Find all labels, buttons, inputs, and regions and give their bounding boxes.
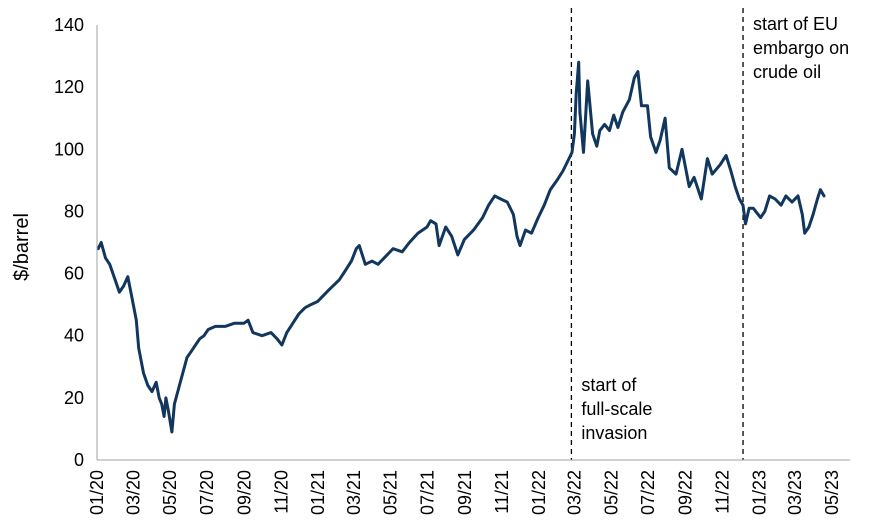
x-tick-label: 01/23 <box>749 470 769 515</box>
x-tick-label: 07/20 <box>197 470 217 515</box>
x-axis: 01/20 03/20 05/20 07/20 09/20 11/20 01/21 03/21… <box>87 470 842 515</box>
x-tick-label: 01/21 <box>308 470 328 515</box>
y-axis: 0 20 40 60 80 100 120 140 <box>54 15 84 470</box>
event-markers: start of full-scale invasion start of EU emb… <box>570 8 849 460</box>
x-tick-label: 01/20 <box>87 470 107 515</box>
y-tick-label: 80 <box>64 201 84 221</box>
y-tick-label: 40 <box>64 326 84 346</box>
x-tick-label: 03/23 <box>785 470 805 515</box>
event-annotation-line: start of EU <box>753 14 838 34</box>
x-tick-label: 11/22 <box>712 470 732 514</box>
x-tick-label: 05/20 <box>160 470 180 515</box>
x-tick-label: 03/22 <box>564 470 584 515</box>
x-tick-label: 05/21 <box>381 470 401 515</box>
y-tick-label: 140 <box>54 15 84 35</box>
y-tick-label: 100 <box>54 139 84 159</box>
event-annotation-line: crude oil <box>753 62 821 82</box>
x-tick-label: 09/20 <box>234 470 254 515</box>
x-tick-label: 03/20 <box>123 470 143 515</box>
price-series <box>96 60 826 434</box>
x-tick-label: 09/22 <box>676 470 696 515</box>
brent-price-line <box>96 60 826 434</box>
x-tick-label: 07/21 <box>418 470 438 515</box>
x-tick-label: 11/21 <box>492 470 512 514</box>
y-tick-label: 0 <box>74 450 84 470</box>
event-annotation-line: embargo on <box>753 38 849 58</box>
x-tick-label: 11/20 <box>271 470 291 514</box>
event-annotation-line: start of <box>581 375 637 395</box>
x-tick-label: 09/21 <box>455 470 475 515</box>
event-annotation-line: invasion <box>581 423 647 443</box>
x-tick-label: 05/23 <box>822 470 842 515</box>
x-tick-label: 05/22 <box>601 470 621 515</box>
y-tick-label: 20 <box>64 388 84 408</box>
y-tick-label: 120 <box>54 77 84 97</box>
x-tick-label: 07/22 <box>638 470 658 515</box>
x-tick-label: 01/22 <box>529 470 549 515</box>
x-tick-label: 03/21 <box>344 470 364 515</box>
y-tick-label: 60 <box>64 264 84 284</box>
y-axis-label: $/barrel <box>11 213 33 281</box>
event-annotation-line: full-scale <box>581 399 652 419</box>
